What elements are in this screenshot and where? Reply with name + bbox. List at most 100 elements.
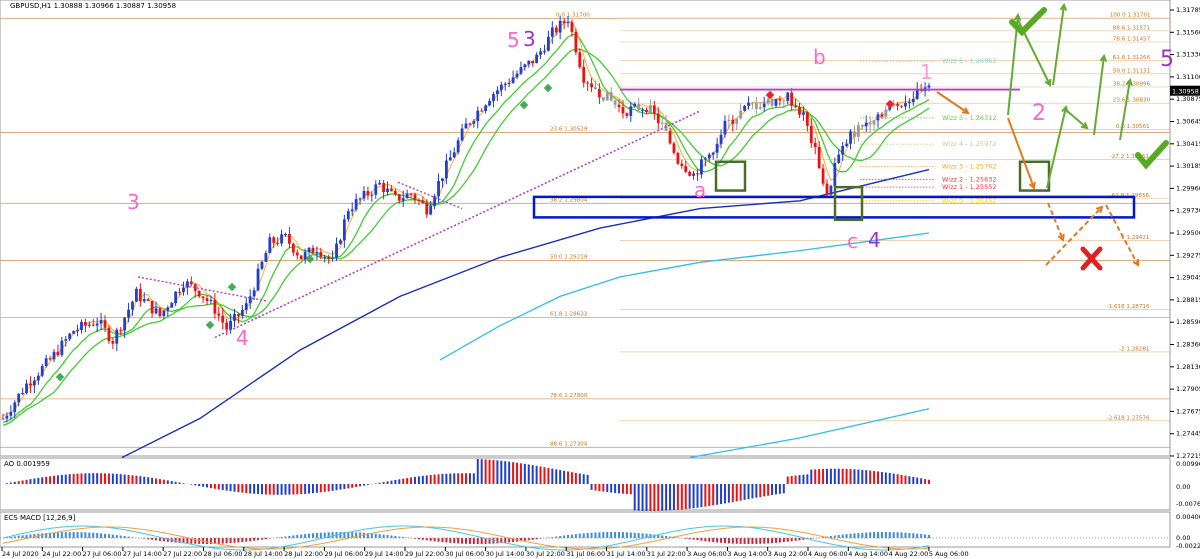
macd-bar [29, 534, 32, 538]
candle-body [115, 329, 119, 344]
macd-bar [331, 532, 334, 538]
candle-body [554, 27, 558, 33]
ao-bar [618, 484, 621, 494]
candle-body [401, 198, 405, 201]
macd-bar [374, 533, 377, 538]
ao-bar [825, 468, 828, 484]
ao-bar [72, 473, 75, 484]
macd-tick-label: 0.00 [1176, 534, 1190, 542]
macd-bar [716, 538, 719, 543]
ao-bar [225, 484, 228, 491]
check-icon [1009, 7, 1047, 37]
x-tick-label: 3 Aug 14:00 [727, 550, 767, 558]
macd-bar [468, 538, 471, 544]
candle-body [44, 358, 48, 366]
macd-bar [582, 533, 585, 538]
candle-body [346, 211, 350, 220]
ao-bar [25, 479, 28, 484]
current-price-box [1170, 85, 1200, 96]
candle-body [668, 130, 672, 144]
candle-body [138, 288, 142, 302]
candle-body [688, 171, 692, 176]
macd-bar [151, 538, 154, 540]
x-tick-label: 29 Jul 22:00 [405, 550, 444, 558]
green-arrow-2-head [1044, 78, 1052, 87]
macd-bar [370, 533, 373, 538]
macd-bar [100, 533, 103, 538]
macd-bar [284, 536, 287, 538]
candle-body [146, 299, 150, 301]
ao-bar [527, 464, 530, 484]
candle-body [550, 27, 554, 37]
ao-bar [873, 470, 876, 484]
ao-bar [417, 476, 420, 484]
macd-bar [319, 532, 322, 538]
ao-bar [763, 484, 766, 497]
macd-bar [245, 538, 248, 542]
ao-bar [869, 470, 872, 484]
macd-bar [712, 538, 715, 543]
macd-bar [759, 538, 762, 544]
macd-panel-frame [0, 511, 1171, 548]
macd-bar [386, 535, 389, 538]
ma-200-line [121, 168, 930, 459]
ao-bar [272, 484, 275, 495]
candle-body [397, 194, 401, 201]
x-tick-label: 31 Jul 06:00 [566, 550, 605, 558]
macd-bar [912, 533, 915, 538]
wave-label-5: 5 [507, 28, 520, 52]
macd-bar [174, 538, 177, 543]
ao-bar [512, 462, 515, 484]
candle-body [264, 253, 268, 262]
x-tick-label: 28 Jul 22:00 [284, 550, 323, 558]
macd-bar [853, 533, 856, 538]
fib-label: 88.6 1.27304 [550, 441, 588, 447]
ao-bar [735, 484, 738, 502]
ao-bar [755, 484, 758, 498]
candle-body [790, 92, 794, 106]
candle-body [213, 299, 217, 314]
ao-bar [829, 468, 832, 484]
y-tick-label: 1.27215 [1176, 452, 1200, 460]
ao-bar [406, 478, 409, 484]
macd-bar [700, 538, 703, 541]
ao-bar [837, 468, 840, 484]
macd-bar [390, 535, 393, 538]
ao-bar [202, 484, 205, 487]
macd-bar [206, 538, 209, 544]
target-fib-label: 23.6 1.30830 [1113, 98, 1151, 104]
macd-bar [888, 532, 891, 538]
ao-bar [500, 460, 503, 484]
macd-label: ECS MACD [12,26,9] [4, 514, 76, 522]
candle-body [166, 307, 170, 311]
ao-bar [213, 484, 216, 489]
candle-body [739, 110, 743, 119]
wave-label-c: c [847, 229, 858, 253]
ao-bar [429, 475, 432, 484]
ao-bar [56, 475, 59, 484]
candle-body [429, 205, 433, 215]
candle-body [484, 105, 488, 111]
y-tick-label: 1.30875 [1176, 95, 1200, 103]
candle-body [845, 143, 849, 146]
candle-body [884, 109, 888, 117]
macd-bar [162, 538, 165, 542]
y-tick-label: 1.29960 [1176, 184, 1200, 192]
macd-bar [17, 535, 20, 538]
ao-bar [253, 484, 256, 494]
wizz-label: Wizz 6 - 1.26862 [942, 57, 996, 65]
target-fib-label: -27.2 1.30251 [1110, 154, 1150, 160]
orange-dashed-1 [1047, 202, 1064, 241]
candle-body [613, 100, 617, 105]
ao-bar [680, 484, 683, 510]
ao-bar [688, 484, 691, 509]
ao-bar [594, 484, 597, 491]
candle-body [444, 160, 448, 179]
ao-bar [621, 484, 624, 494]
macd-bar [567, 534, 570, 538]
y-tick-label: 1.28130 [1176, 363, 1200, 371]
ao-bar [402, 478, 405, 484]
ao-bar [315, 484, 318, 493]
macd-bar [166, 538, 169, 542]
